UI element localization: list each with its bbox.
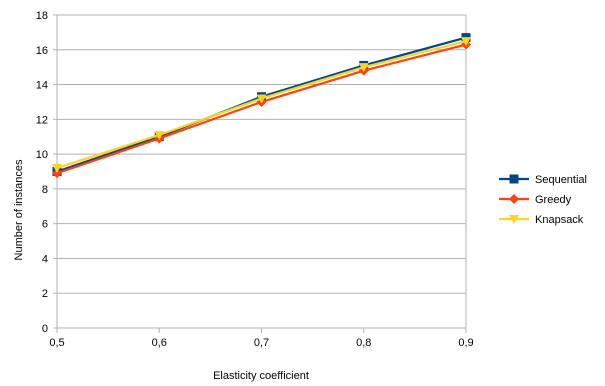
x-tick-label: 0,7 bbox=[254, 337, 269, 349]
x-tick-label: 0,5 bbox=[49, 337, 64, 349]
y-tick-label: 18 bbox=[36, 10, 48, 22]
series-knapsack bbox=[52, 37, 471, 174]
y-tick-label: 8 bbox=[42, 184, 48, 196]
legend-item-knapsack: Knapsack bbox=[499, 214, 584, 226]
x-tick-label: 0,9 bbox=[458, 337, 473, 349]
legend-label: Sequential bbox=[535, 174, 587, 186]
y-tick-label: 12 bbox=[36, 114, 48, 126]
x-tick-labels: 0,5 0,6 0,7 0,8 0,9 bbox=[49, 337, 473, 349]
legend-item-greedy: Greedy bbox=[499, 194, 572, 206]
x-tick-label: 0,6 bbox=[152, 337, 167, 349]
y-tick-label: 2 bbox=[42, 288, 48, 300]
legend-marker bbox=[509, 194, 519, 204]
series-lines bbox=[52, 33, 471, 179]
x-tick-label: 0,8 bbox=[356, 337, 371, 349]
y-tick-labels: 0 2 4 6 8 10 12 14 16 18 bbox=[36, 10, 48, 335]
grid-lines bbox=[57, 14, 466, 294]
legend: Sequential Greedy Knapsack bbox=[499, 174, 587, 226]
series-greedy bbox=[52, 39, 471, 179]
y-axis-label: Number of instances bbox=[13, 159, 25, 260]
data-point bbox=[256, 94, 267, 104]
y-tick-label: 16 bbox=[36, 45, 48, 57]
data-point bbox=[52, 168, 62, 179]
legend-item-sequential: Sequential bbox=[499, 174, 587, 186]
legend-marker bbox=[509, 174, 519, 184]
y-tick-label: 10 bbox=[36, 149, 48, 161]
data-point bbox=[154, 130, 165, 140]
x-axis-label: Elasticity coefficient bbox=[213, 370, 309, 382]
data-point bbox=[52, 164, 62, 174]
legend-label: Knapsack bbox=[535, 214, 584, 226]
data-point bbox=[461, 37, 471, 47]
y-tick-label: 6 bbox=[42, 219, 48, 231]
axes bbox=[53, 14, 467, 333]
y-tick-label: 4 bbox=[42, 253, 48, 265]
data-point bbox=[358, 63, 369, 73]
y-tick-label: 14 bbox=[36, 80, 48, 92]
legend-marker bbox=[509, 215, 519, 224]
y-tick-label: 0 bbox=[42, 323, 48, 335]
legend-label: Greedy bbox=[535, 194, 572, 206]
